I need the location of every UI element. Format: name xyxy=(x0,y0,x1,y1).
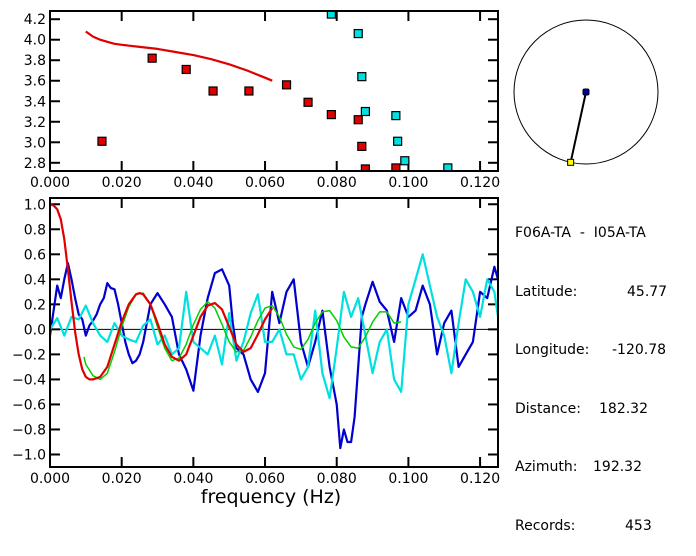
red-measurements-point xyxy=(281,80,292,90)
red-measurements-point xyxy=(208,86,218,96)
red-measurements-point xyxy=(326,109,336,120)
y-tick-label: 4.2 xyxy=(24,12,46,28)
x-tick-label: 0.080 xyxy=(317,175,357,191)
station-info-panel: F06A-TA - I05A-TA Latitude: 45.77 Longit… xyxy=(515,185,667,556)
y-tick-label: −0.2 xyxy=(12,347,46,363)
y-tick-label: 0.0 xyxy=(24,322,46,338)
cyan-measurements-point xyxy=(443,163,453,170)
y-tick-label: −1.0 xyxy=(12,447,46,463)
distance-value: 182.32 xyxy=(599,400,648,417)
y-tick-label: 3.2 xyxy=(24,115,46,131)
observed-real-line xyxy=(51,262,497,450)
x-tick-label: 0.060 xyxy=(245,471,285,487)
cyan-measurements-point xyxy=(393,136,403,146)
y-tick-label: 0.8 xyxy=(24,222,46,238)
model-dispersion-curve-line xyxy=(85,30,273,82)
red-measurements-point xyxy=(353,115,363,125)
y-tick-label: −0.4 xyxy=(12,372,46,388)
station-marker-other xyxy=(567,158,575,166)
data-layer xyxy=(85,12,453,170)
info-row-azimuth: Azimuth: 192.32 xyxy=(515,458,667,478)
y-tick-label: −0.6 xyxy=(12,397,46,413)
data-layer xyxy=(51,203,497,450)
y-tick-label: 3.8 xyxy=(24,53,46,69)
y-tick-label: 0.4 xyxy=(24,272,46,288)
x-tick-label: 0.000 xyxy=(30,471,70,487)
y-tick-label: 3.6 xyxy=(24,74,46,90)
latitude-label: Latitude: xyxy=(515,283,578,300)
y-tick-label: −0.8 xyxy=(12,422,46,438)
distance-label: Distance: xyxy=(515,400,581,417)
x-tick-label: 0.040 xyxy=(173,471,213,487)
dispersion-panel: 0.000 0.020 0.040 0.060 0.080 0.100 0.120 4.2 4.… xyxy=(24,10,500,191)
y-tick-label: 0.2 xyxy=(24,297,46,313)
records-value: 453 xyxy=(625,517,652,534)
records-label: Records: xyxy=(515,517,576,534)
azimuth-label: Azimuth: xyxy=(515,459,578,475)
latitude-value: 45.77 xyxy=(627,283,668,300)
x-tick-label: 0.020 xyxy=(102,175,142,191)
red-measurements-point xyxy=(97,136,107,146)
x-tick-label: 0.080 xyxy=(317,471,357,487)
y-tick-label: 3.0 xyxy=(24,135,46,151)
x-tick-label: 0.040 xyxy=(173,175,213,191)
cyan-measurements-point xyxy=(326,12,336,19)
model-green-line xyxy=(83,292,402,381)
y-tick-label: 1.0 xyxy=(24,197,46,213)
cyan-measurements-point xyxy=(400,156,410,166)
x-tick-label: 0.120 xyxy=(460,471,500,487)
x-axis-label: frequency (Hz) xyxy=(201,486,341,508)
cyan-measurements-point xyxy=(357,72,367,82)
red-measurements-point xyxy=(391,163,401,170)
x-tick-label: 0.120 xyxy=(460,175,500,191)
x-tick-label: 0.020 xyxy=(102,471,142,487)
cyan-measurements-point xyxy=(391,111,401,121)
cyan-measurements-point xyxy=(360,106,370,117)
observed-imag-line xyxy=(51,253,497,400)
info-row-records: Records: 453 xyxy=(515,517,667,537)
red-measurements-point xyxy=(181,64,191,75)
correlation-panel: 0.000 0.020 0.040 0.060 0.080 0.100 0.120 1.0 0.… xyxy=(12,197,500,487)
y-tick-label: 4.0 xyxy=(24,33,46,49)
plot-frame xyxy=(49,197,499,468)
longitude-label: Longitude: xyxy=(515,342,590,358)
y-tick-label: 0.6 xyxy=(24,247,46,263)
azimuth-value: 192.32 xyxy=(593,459,642,475)
cyan-measurements-point xyxy=(353,28,363,39)
info-row-longitude: Longitude: -120.78 xyxy=(515,341,667,361)
map-circle xyxy=(513,19,659,165)
y-tick-label: 3.4 xyxy=(24,94,46,110)
figure: 0.000 0.020 0.040 0.060 0.080 0.100 0.120 4.2 4.… xyxy=(12,10,659,508)
red-measurements-point xyxy=(360,164,370,170)
red-measurements-point xyxy=(147,53,157,63)
x-tick-label: 0.060 xyxy=(245,175,285,191)
map-inset xyxy=(513,19,659,166)
red-measurements-point xyxy=(244,86,254,96)
x-tick-label: 0.100 xyxy=(388,175,428,191)
station-pair-label: F06A-TA - I05A-TA xyxy=(515,225,646,241)
plot-frame xyxy=(49,10,499,172)
info-row-latitude: Latitude: 45.77 xyxy=(515,283,667,303)
x-tick-label: 0.000 xyxy=(30,175,70,191)
azimuth-line xyxy=(569,91,587,163)
red-measurements-point xyxy=(357,141,367,151)
info-row-distance: Distance: 182.32 xyxy=(515,400,667,420)
x-tick-label: 0.100 xyxy=(388,471,428,487)
station-marker-center xyxy=(582,88,590,96)
y-tick-label: 2.8 xyxy=(24,156,46,172)
longitude-value: -120.78 xyxy=(612,342,667,358)
red-measurements-point xyxy=(303,97,313,107)
model-red-line xyxy=(51,203,274,381)
